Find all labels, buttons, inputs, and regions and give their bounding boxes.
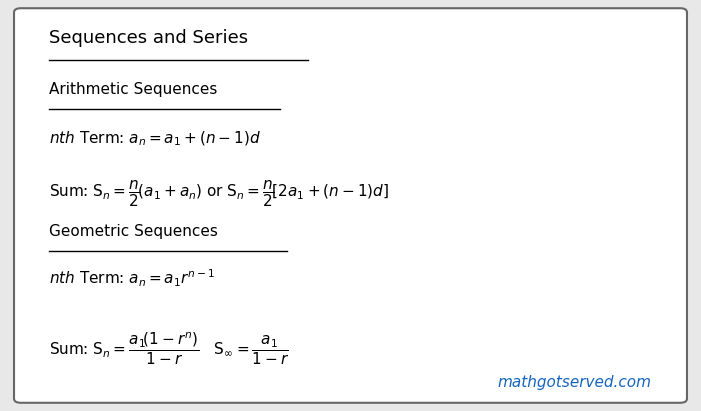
- Text: $\mathit{nth}$ Term: $a_n = a_1 r^{n-1}$: $\mathit{nth}$ Term: $a_n = a_1 r^{n-1}$: [49, 267, 215, 289]
- Text: Sum: $\mathrm{S}_n = \dfrac{a_1\!\left(1-r^n\right)}{1-r}$   $\mathrm{S}_\infty : Sum: $\mathrm{S}_n = \dfrac{a_1\!\left(1…: [49, 331, 290, 367]
- Text: Sum: $\mathrm{S}_n =\dfrac{n}{2}\!\left(a_1+a_n\right)$ or $\mathrm{S}_n =\dfrac: Sum: $\mathrm{S}_n =\dfrac{n}{2}\!\left(…: [49, 179, 389, 208]
- Text: Arithmetic Sequences: Arithmetic Sequences: [49, 82, 217, 97]
- FancyBboxPatch shape: [14, 8, 687, 403]
- Text: mathgotserved.com: mathgotserved.com: [498, 376, 652, 390]
- Text: $\mathit{nth}$ Term: $a_n = a_1 +(n-1)d$: $\mathit{nth}$ Term: $a_n = a_1 +(n-1)d$: [49, 129, 261, 148]
- Text: Geometric Sequences: Geometric Sequences: [49, 224, 218, 239]
- Text: Sequences and Series: Sequences and Series: [49, 29, 248, 47]
